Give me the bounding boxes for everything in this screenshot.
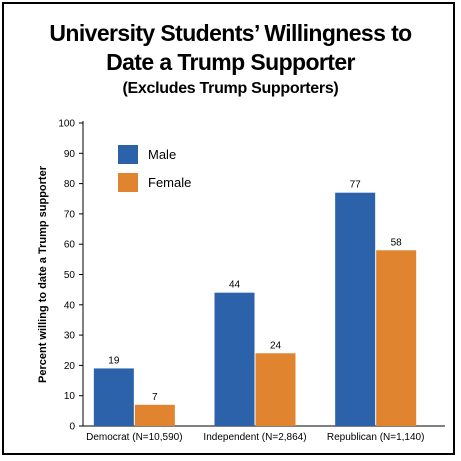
data-label-male-2: 77	[350, 180, 362, 191]
legend-label-female: Female	[148, 175, 191, 190]
legend-label-male: Male	[148, 147, 176, 162]
y-tick-label: 40	[64, 300, 76, 311]
data-label-male-1: 44	[229, 280, 241, 291]
y-tick-label: 60	[64, 240, 76, 251]
legend-swatch-male	[118, 145, 138, 164]
y-tick-label: 50	[64, 270, 76, 281]
chart-subtitle: (Excludes Trump Supporters)	[122, 80, 339, 97]
y-tick-label: 70	[64, 209, 76, 220]
chart-title-line-1: University Students’ Willingness to	[49, 20, 412, 46]
bar-male-2	[335, 192, 376, 426]
y-tick-label: 0	[69, 422, 75, 433]
x-category-label: Republican (N=1,140)	[327, 432, 425, 443]
legend-swatch-female	[118, 173, 138, 192]
data-label-male-0: 19	[108, 355, 120, 366]
bar-male-1	[214, 292, 255, 426]
y-tick-label: 20	[64, 361, 76, 372]
bar-male-0	[93, 368, 134, 426]
chart-title-line-2: Date a Trump Supporter	[106, 49, 355, 75]
y-tick-label: 80	[64, 179, 76, 190]
x-category-label: Independent (N=2,864)	[203, 432, 306, 443]
y-tick-label: 100	[58, 119, 75, 130]
x-category-label: Democrat (N=10,590)	[86, 432, 182, 443]
data-label-female-0: 7	[152, 392, 158, 403]
y-tick-label: 10	[64, 391, 76, 402]
bar-female-1	[255, 353, 296, 426]
y-axis-label: Percent willing to date a Trump supporte…	[37, 165, 49, 383]
y-tick-label: 30	[64, 331, 76, 342]
y-tick-label: 90	[64, 149, 76, 160]
bar-female-0	[134, 404, 175, 426]
data-label-female-1: 24	[270, 340, 282, 351]
data-label-female-2: 58	[391, 237, 403, 248]
bar-female-2	[376, 250, 417, 426]
